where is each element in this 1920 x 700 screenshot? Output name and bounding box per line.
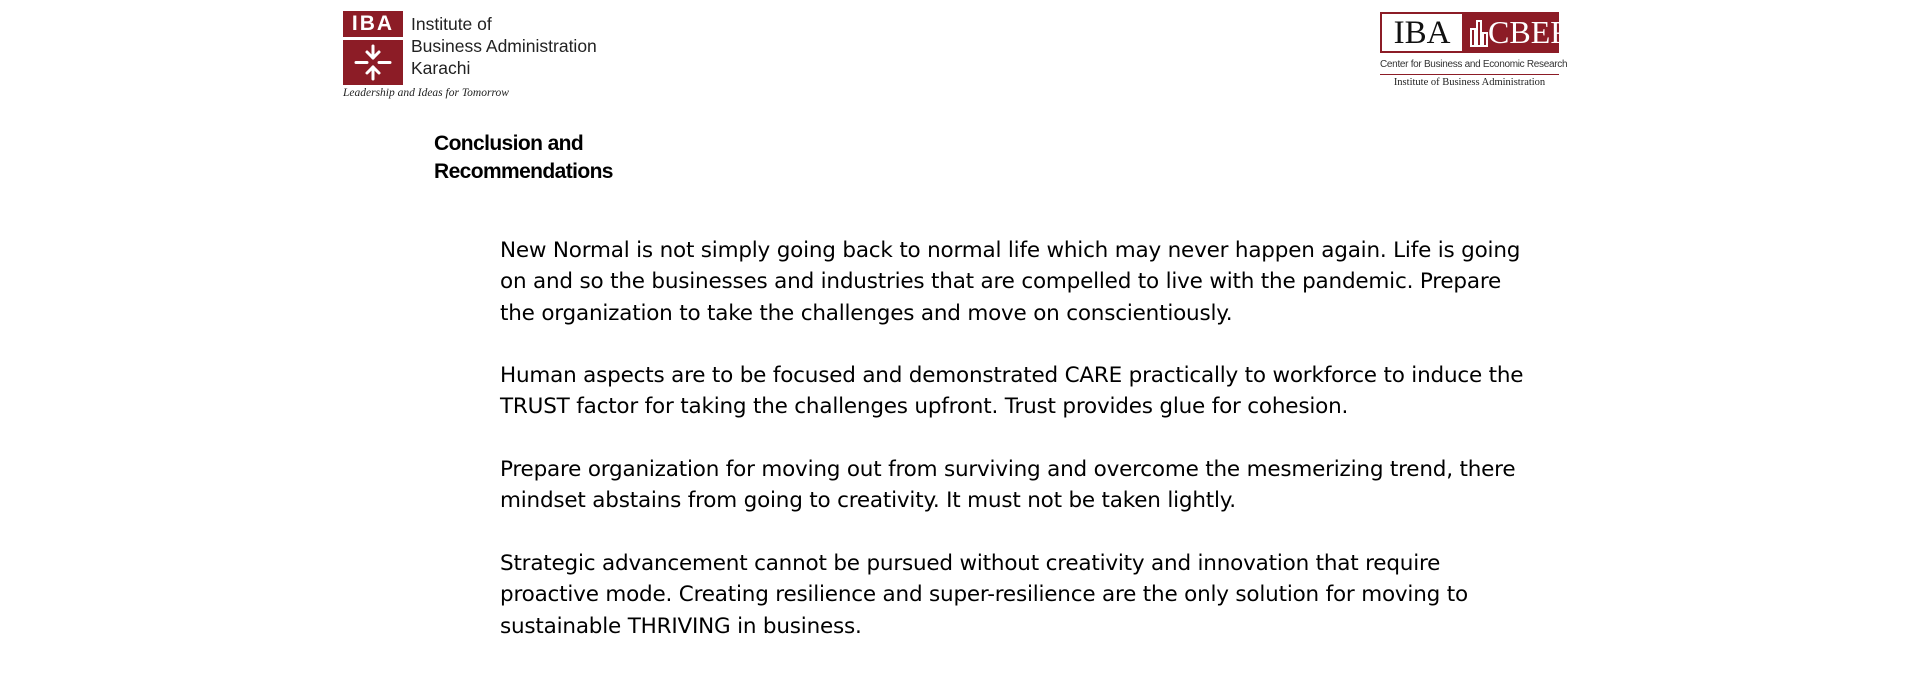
section-title: Conclusion and Recommendations [434, 130, 613, 186]
iba-emblem-icon [354, 44, 392, 81]
cber-word: CBER [1488, 14, 1572, 50]
iba-institute-name: Institute of Business Administration Kar… [411, 13, 597, 79]
paragraph-1: New Normal is not simply going back to n… [500, 238, 1521, 326]
cber-divider [1380, 74, 1559, 75]
iba-name-line-1: Institute of [411, 14, 492, 34]
iba-abbr: IBA [351, 12, 395, 35]
cber-institute: Institute of Business Administration [1393, 77, 1546, 88]
iba-tagline: Leadership and Ideas for Tomorrow [343, 87, 509, 99]
bar-chart-icon [1470, 20, 1488, 47]
iba-logo: IBA Institute of Business Administration… [343, 11, 605, 99]
paragraph-2: Human aspects are to be focused and demo… [500, 363, 1524, 420]
cber-logo: IBA CBER Center for Business and Economi… [1380, 12, 1580, 98]
section-title-line-1: Conclusion and [434, 132, 584, 155]
cber-red-block: CBER [1464, 12, 1572, 53]
paragraph-3: Prepare organization for moving out from… [500, 457, 1516, 514]
cber-subtitle: Center for Business and Economic Researc… [1380, 59, 1568, 70]
iba-name-line-3: Karachi [411, 58, 471, 78]
paragraph-4: Strategic advancement cannot be pursued … [500, 550, 1468, 639]
section-title-line-2: Recommendations [434, 160, 613, 183]
body-text: New Normal is not simply going back to n… [500, 235, 1540, 673]
cber-iba-text: IBA [1380, 12, 1464, 53]
iba-logo-box: IBA [343, 11, 403, 37]
iba-name-line-2: Business Administration [411, 36, 597, 56]
